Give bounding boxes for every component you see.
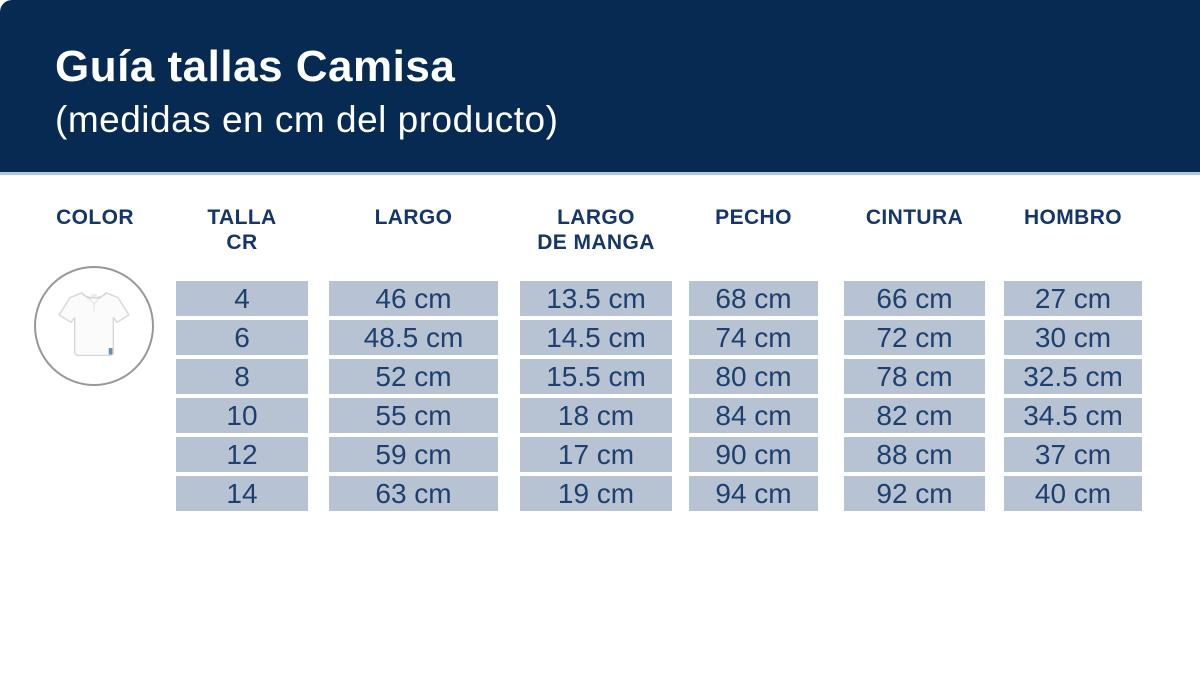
column-header-label: PECHO	[715, 206, 792, 229]
column-header-pecho: PECHO	[689, 205, 818, 281]
table-cell-cintura: 82 cm	[844, 398, 985, 433]
table-cell-cintura: 72 cm	[844, 320, 985, 355]
column-header-label: LARGO	[557, 206, 635, 229]
table-cell-cintura: 66 cm	[844, 281, 985, 316]
column-largo-de-manga: LARGO DE MANGA 13.5 cm 14.5 cm 15.5 cm 1…	[520, 205, 672, 511]
table-cell-talla: 10	[176, 398, 308, 433]
hombro-cells: 27 cm 30 cm 32.5 cm 34.5 cm 37 cm 40 cm	[1004, 281, 1142, 511]
table-cell-largo: 52 cm	[329, 359, 498, 394]
pecho-cells: 68 cm 74 cm 80 cm 84 cm 90 cm 94 cm	[689, 281, 818, 511]
manga-cells: 13.5 cm 14.5 cm 15.5 cm 18 cm 17 cm 19 c…	[520, 281, 672, 511]
table-cell-talla: 8	[176, 359, 308, 394]
column-header-largo-de-manga: LARGO DE MANGA	[520, 205, 672, 281]
table-cell-manga: 17 cm	[520, 437, 672, 472]
table-cell-cintura: 78 cm	[844, 359, 985, 394]
column-header-color: COLOR	[20, 205, 170, 281]
table-cell-hombro: 27 cm	[1004, 281, 1142, 316]
column-talla-cr: TALLA CR 4 6 8 10 12 14	[176, 205, 308, 511]
column-hombro: HOMBRO 27 cm 30 cm 32.5 cm 34.5 cm 37 cm…	[1004, 205, 1142, 511]
table-cell-largo: 48.5 cm	[329, 320, 498, 355]
table-cell-largo: 63 cm	[329, 476, 498, 511]
table-cell-hombro: 37 cm	[1004, 437, 1142, 472]
table-cell-manga: 19 cm	[520, 476, 672, 511]
table-cell-largo: 46 cm	[329, 281, 498, 316]
column-header-talla-cr: TALLA CR	[176, 205, 308, 281]
column-header-label: DE MANGA	[537, 231, 655, 254]
table-cell-manga: 14.5 cm	[520, 320, 672, 355]
largo-cells: 46 cm 48.5 cm 52 cm 55 cm 59 cm 63 cm	[329, 281, 498, 511]
table-cell-talla: 4	[176, 281, 308, 316]
page-subtitle: (medidas en cm del producto)	[55, 99, 559, 140]
cintura-cells: 66 cm 72 cm 78 cm 82 cm 88 cm 92 cm	[844, 281, 985, 511]
table-cell-manga: 18 cm	[520, 398, 672, 433]
table-cell-pecho: 68 cm	[689, 281, 818, 316]
talla-cells: 4 6 8 10 12 14	[176, 281, 308, 511]
table-cell-pecho: 84 cm	[689, 398, 818, 433]
table-cell-pecho: 90 cm	[689, 437, 818, 472]
column-header-label: CR	[226, 231, 258, 254]
page-title: Guía tallas Camisa	[55, 42, 456, 91]
column-pecho: PECHO 68 cm 74 cm 80 cm 84 cm 90 cm 94 c…	[689, 205, 818, 511]
table-cell-hombro: 34.5 cm	[1004, 398, 1142, 433]
table-cell-hombro: 30 cm	[1004, 320, 1142, 355]
column-header-label: HOMBRO	[1023, 206, 1123, 229]
table-cell-cintura: 92 cm	[844, 476, 985, 511]
column-header-largo: LARGO	[329, 205, 498, 281]
table-cell-largo: 55 cm	[329, 398, 498, 433]
column-header-label: CINTURA	[865, 206, 964, 229]
white-polo-shirt-icon	[58, 292, 130, 357]
table-cell-manga: 15.5 cm	[520, 359, 672, 394]
column-header-label: TALLA	[207, 206, 277, 229]
column-header-cintura: CINTURA	[844, 205, 985, 281]
column-header-label: LARGO	[374, 206, 453, 229]
table-cell-hombro: 40 cm	[1004, 476, 1142, 511]
table-cell-hombro: 32.5 cm	[1004, 359, 1142, 394]
column-largo: LARGO 46 cm 48.5 cm 52 cm 55 cm 59 cm 63…	[329, 205, 498, 511]
table-cell-talla: 14	[176, 476, 308, 511]
column-header-hombro: HOMBRO	[1004, 205, 1142, 281]
column-header-label: COLOR	[56, 206, 134, 229]
column-cintura: CINTURA 66 cm 72 cm 78 cm 82 cm 88 cm 92…	[844, 205, 985, 511]
header-band: Guía tallas Camisa (medidas en cm del pr…	[0, 0, 1200, 175]
table-cell-pecho: 94 cm	[689, 476, 818, 511]
table-cell-talla: 6	[176, 320, 308, 355]
product-color-swatch	[34, 266, 154, 386]
table-cell-manga: 13.5 cm	[520, 281, 672, 316]
table-cell-talla: 12	[176, 437, 308, 472]
table-cell-cintura: 88 cm	[844, 437, 985, 472]
column-color: COLOR	[20, 205, 170, 405]
table-cell-pecho: 74 cm	[689, 320, 818, 355]
table-cell-pecho: 80 cm	[689, 359, 818, 394]
table-cell-largo: 59 cm	[329, 437, 498, 472]
